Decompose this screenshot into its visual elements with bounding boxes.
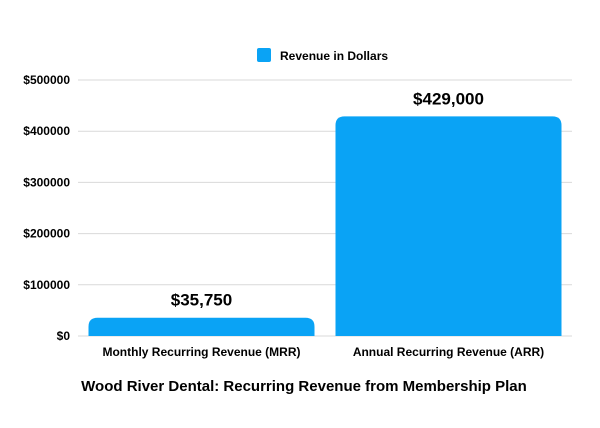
legend-swatch [257, 48, 271, 62]
category-label-0: Monthly Recurring Revenue (MRR) [102, 345, 300, 359]
legend: Revenue in Dollars [257, 48, 388, 63]
y-tick-label: $200000 [23, 227, 70, 241]
bar-1 [335, 116, 562, 337]
bar-0 [88, 317, 315, 336]
y-tick-label: $100000 [23, 278, 70, 292]
y-tick-label: $400000 [23, 124, 70, 138]
data-label-1: $429,000 [413, 89, 484, 108]
y-tick-label: $0 [57, 329, 71, 343]
chart-title: Wood River Dental: Recurring Revenue fro… [81, 378, 527, 395]
y-tick-label: $300000 [23, 175, 70, 189]
y-axis-tick-labels: $0 $100000 $200000 $300000 $400000 $500000 [23, 73, 70, 343]
y-tick-label: $500000 [23, 73, 70, 87]
category-label-1: Annual Recurring Revenue (ARR) [353, 345, 544, 359]
legend-label: Revenue in Dollars [280, 49, 388, 63]
category-labels: Monthly Recurring Revenue (MRR) Annual Re… [102, 345, 544, 359]
data-labels: $35,750 $429,000 [171, 89, 484, 309]
data-label-0: $35,750 [171, 291, 232, 310]
bars [88, 116, 562, 337]
